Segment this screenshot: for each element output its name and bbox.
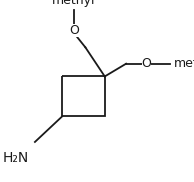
Text: O: O — [142, 57, 151, 70]
Text: methyl: methyl — [52, 0, 95, 7]
Text: methyl: methyl — [174, 57, 194, 70]
Text: O: O — [69, 23, 79, 37]
Text: H₂N: H₂N — [2, 151, 29, 165]
